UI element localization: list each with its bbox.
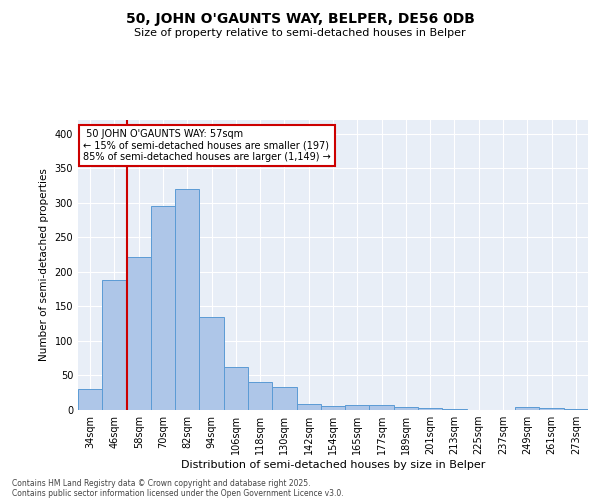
Bar bbox=[345, 405, 370, 410]
Text: 50, JOHN O'GAUNTS WAY, BELPER, DE56 0DB: 50, JOHN O'GAUNTS WAY, BELPER, DE56 0DB bbox=[125, 12, 475, 26]
X-axis label: Distribution of semi-detached houses by size in Belper: Distribution of semi-detached houses by … bbox=[181, 460, 485, 470]
Bar bbox=[199, 317, 224, 410]
Bar bbox=[418, 408, 442, 410]
Text: Contains public sector information licensed under the Open Government Licence v3: Contains public sector information licen… bbox=[12, 488, 344, 498]
Bar bbox=[272, 387, 296, 410]
Bar bbox=[78, 388, 102, 410]
Bar bbox=[539, 408, 564, 410]
Bar bbox=[175, 189, 199, 410]
Bar bbox=[296, 404, 321, 410]
Bar bbox=[321, 406, 345, 410]
Text: Size of property relative to semi-detached houses in Belper: Size of property relative to semi-detach… bbox=[134, 28, 466, 38]
Text: Contains HM Land Registry data © Crown copyright and database right 2025.: Contains HM Land Registry data © Crown c… bbox=[12, 478, 311, 488]
Bar bbox=[224, 367, 248, 410]
Bar bbox=[102, 280, 127, 410]
Bar bbox=[370, 405, 394, 410]
Bar bbox=[394, 406, 418, 410]
Bar bbox=[127, 256, 151, 410]
Bar bbox=[248, 382, 272, 410]
Bar bbox=[151, 206, 175, 410]
Y-axis label: Number of semi-detached properties: Number of semi-detached properties bbox=[39, 168, 49, 362]
Bar bbox=[515, 407, 539, 410]
Text: 50 JOHN O'GAUNTS WAY: 57sqm
← 15% of semi-detached houses are smaller (197)
85% : 50 JOHN O'GAUNTS WAY: 57sqm ← 15% of sem… bbox=[83, 128, 331, 162]
